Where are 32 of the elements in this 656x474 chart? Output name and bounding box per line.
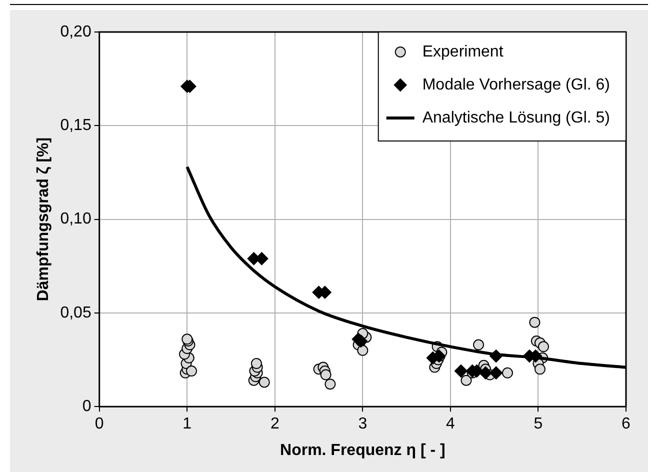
point (479, 366, 492, 380)
x-axis-title: Norm. Frequenz η [ - ] (280, 442, 446, 459)
legend-label: Modale Vorhersage (Gl. 6) (422, 76, 610, 94)
x-tick-label: 4 (446, 416, 455, 433)
point (502, 367, 513, 378)
point (250, 358, 262, 370)
point (460, 374, 472, 386)
point (454, 364, 468, 378)
x-tick-label: 1 (182, 416, 192, 433)
point (473, 339, 484, 350)
point (490, 366, 503, 380)
point (320, 369, 332, 380)
point (534, 364, 546, 375)
x-tick-label: 3 (358, 416, 368, 433)
legend-label: Experiment (422, 43, 504, 60)
x-tick-label: 5 (534, 416, 543, 433)
point (324, 378, 336, 390)
y-axis-title: Dämpfungsgrad ζ [%] (35, 137, 52, 302)
y-tick-label: 0 (82, 398, 92, 416)
point (258, 376, 270, 388)
legend-label: Analytische Lösung (Gl. 5) (422, 109, 610, 126)
point (186, 366, 198, 377)
y-tick-label: 0,05 (60, 304, 92, 322)
y-tick-label: 0,15 (60, 117, 92, 134)
y-tick-label: 0,20 (60, 23, 92, 40)
x-tick-label: 2 (270, 416, 280, 433)
point (529, 316, 540, 328)
point (357, 344, 368, 356)
x-tick-label: 0 (94, 416, 104, 433)
point (538, 341, 549, 352)
y-tick-label: 0,10 (60, 210, 92, 228)
x-tick-label: 6 (622, 416, 631, 433)
